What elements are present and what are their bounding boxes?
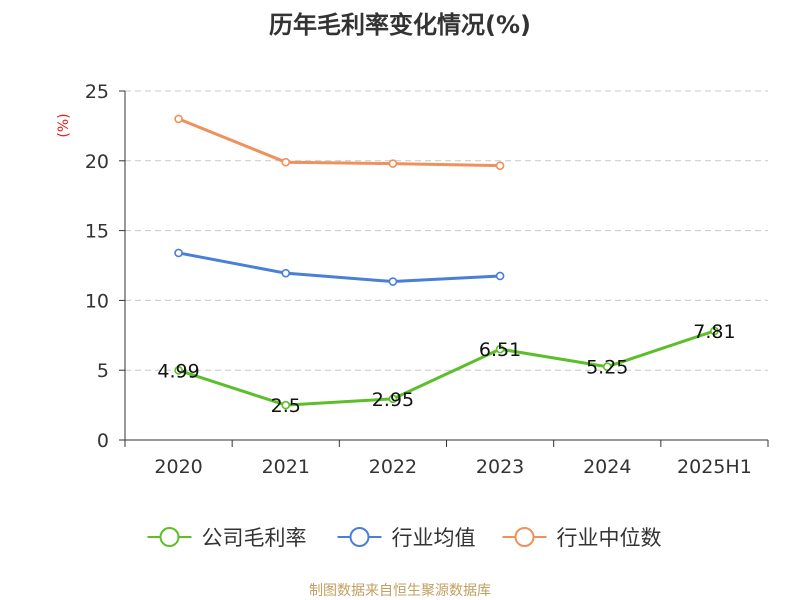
x-tick-label: 2025H1 (677, 456, 752, 478)
data-point[interactable] (174, 114, 183, 124)
data-point[interactable] (495, 161, 505, 170)
data-point[interactable] (174, 248, 183, 258)
data-label: 7.81 (693, 321, 735, 343)
source-note: 制图数据来自恒生聚源数据库 (309, 583, 491, 599)
data-point[interactable] (281, 400, 291, 410)
legend-marker (514, 527, 535, 547)
data-label: 5.25 (586, 357, 628, 379)
x-tick-label: 2024 (583, 456, 631, 478)
legend-item[interactable]: 行业中位数 (502, 526, 662, 550)
data-label: 6.51 (479, 339, 521, 361)
y-tick-label: 5 (97, 360, 109, 382)
data-point[interactable] (388, 277, 398, 286)
series-1 (174, 248, 505, 286)
data-point[interactable] (388, 394, 398, 404)
y-axis-label: (%) (56, 113, 72, 137)
y-tick-label: 10 (85, 290, 109, 312)
data-point[interactable] (602, 362, 612, 372)
data-label: 2.95 (372, 389, 414, 411)
legend[interactable]: 公司毛利率 行业均值 行业中位数 (147, 526, 662, 550)
data-point[interactable] (281, 268, 291, 278)
legend-item[interactable]: 公司毛利率 (147, 526, 307, 550)
series-line (178, 251, 501, 284)
y-tick-label: 20 (85, 151, 109, 173)
data-point[interactable] (388, 159, 398, 168)
data-point[interactable] (495, 344, 505, 354)
legend-label: 行业中位数 (557, 526, 662, 550)
legend-label: 公司毛利率 (202, 526, 307, 550)
series-line (178, 329, 715, 407)
legend-marker (159, 527, 180, 547)
legend-label: 行业均值 (392, 526, 476, 550)
series-0 (174, 326, 719, 410)
legend-marker (349, 527, 370, 547)
series-line (178, 117, 501, 168)
x-tick-label: 2020 (154, 456, 202, 478)
y-tick-label: 0 (97, 430, 109, 452)
data-point[interactable] (174, 366, 183, 375)
series-2 (174, 114, 505, 170)
data-point[interactable] (281, 157, 291, 167)
grid-lines (125, 90, 768, 371)
series-layer (174, 114, 719, 410)
chart-title: 历年毛利率变化情况(%) (269, 11, 531, 39)
y-tick-label: 15 (85, 221, 109, 243)
y-tick-label: 25 (85, 81, 109, 103)
x-tick-label: 2022 (369, 456, 417, 478)
x-tick-label: 2023 (476, 456, 524, 478)
data-label: 4.99 (157, 360, 199, 382)
data-point[interactable] (495, 271, 505, 281)
x-tick-label: 2021 (262, 456, 310, 478)
axes: 0 5 10 15 20 25 2020 2021 2022 2023 2024 2025H1 (85, 81, 769, 478)
data-label: 2.5 (271, 395, 301, 417)
legend-item[interactable]: 行业均值 (337, 526, 476, 550)
data-labels: 4.99 2.5 2.95 6.51 5.25 7.81 (157, 321, 735, 417)
data-point[interactable] (710, 326, 719, 336)
